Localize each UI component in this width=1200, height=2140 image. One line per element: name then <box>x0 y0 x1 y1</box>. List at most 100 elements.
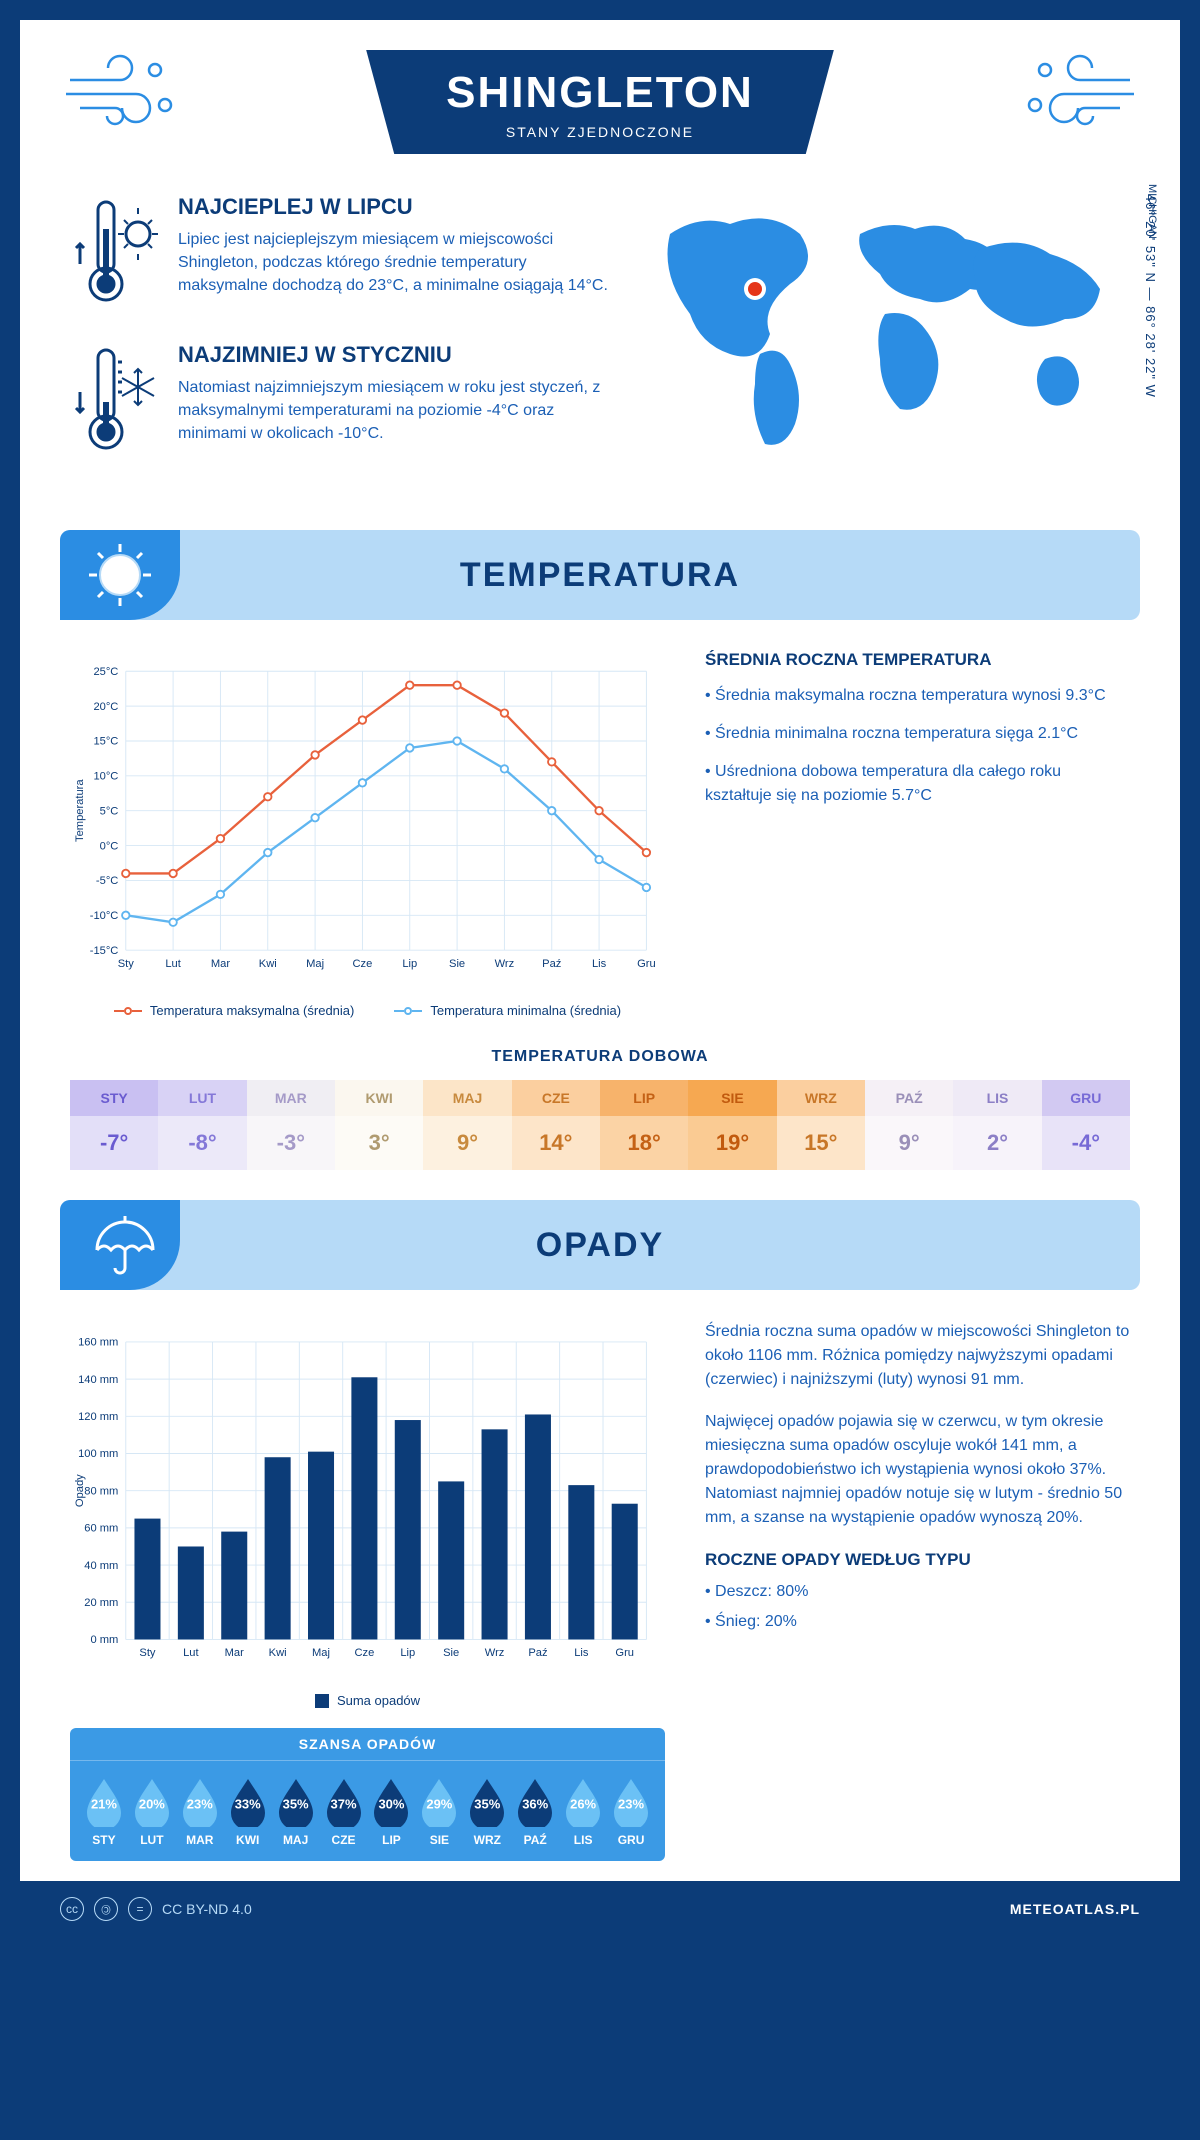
legend-item: Temperatura maksymalna (średnia) <box>114 1003 354 1018</box>
temp-bullet: • Średnia maksymalna roczna temperatura … <box>705 684 1130 708</box>
sun-icon <box>60 530 180 620</box>
svg-text:40 mm: 40 mm <box>84 1560 118 1572</box>
daily-temp-value: -3° <box>247 1116 335 1170</box>
svg-text:Sty: Sty <box>118 958 135 970</box>
daily-month-header: LIS <box>953 1080 1041 1116</box>
daily-temp-value: -8° <box>158 1116 246 1170</box>
daily-month-header: STY <box>70 1080 158 1116</box>
title-banner: SHINGLETON STANY ZJEDNOCZONE <box>366 50 834 154</box>
legend-item: Temperatura minimalna (średnia) <box>394 1003 621 1018</box>
daily-month-header: KWI <box>335 1080 423 1116</box>
chance-drop: 35% MAJ <box>272 1775 320 1847</box>
daily-month-header: LUT <box>158 1080 246 1116</box>
coldest-title: NAJZIMNIEJ W STYCZNIU <box>178 342 610 368</box>
coldest-text: Natomiast najzimniejszym miesiącem w rok… <box>178 376 610 446</box>
svg-text:Wrz: Wrz <box>495 958 515 970</box>
svg-text:Lut: Lut <box>183 1647 199 1659</box>
daily-temp-value: -4° <box>1042 1116 1130 1170</box>
warmest-block: NAJCIEPLEJ W LIPCU Lipiec jest najcieple… <box>70 194 610 314</box>
svg-text:Lis: Lis <box>592 958 607 970</box>
chance-drop: 37% CZE <box>320 1775 368 1847</box>
svg-text:Sie: Sie <box>443 1647 459 1659</box>
daily-temp-value: 9° <box>865 1116 953 1170</box>
svg-text:Paź: Paź <box>542 958 562 970</box>
precip-desc-2: Najwięcej opadów pojawia się w czerwcu, … <box>705 1410 1130 1530</box>
thermometer-hot-icon <box>70 194 160 314</box>
precip-type: • Śnieg: 20% <box>705 1610 1130 1634</box>
wind-icon-right <box>1020 50 1140 130</box>
svg-text:160 mm: 160 mm <box>78 1337 118 1349</box>
by-icon: 🄯 <box>94 1897 118 1921</box>
svg-text:0 mm: 0 mm <box>90 1634 118 1646</box>
svg-text:20 mm: 20 mm <box>84 1597 118 1609</box>
svg-text:Cze: Cze <box>353 958 373 970</box>
svg-text:0°C: 0°C <box>100 840 119 852</box>
svg-text:80 mm: 80 mm <box>84 1485 118 1497</box>
daily-temp-value: 14° <box>512 1116 600 1170</box>
daily-temp-value: 18° <box>600 1116 688 1170</box>
temperature-chart: -15°C-10°C-5°C0°C5°C10°C15°C20°C25°CStyL… <box>70 650 665 1018</box>
warmest-title: NAJCIEPLEJ W LIPCU <box>178 194 610 220</box>
chance-drop: 35% WRZ <box>463 1775 511 1847</box>
precip-type-title: ROCZNE OPADY WEDŁUG TYPU <box>705 1550 1130 1570</box>
daily-temp-value: 2° <box>953 1116 1041 1170</box>
svg-text:140 mm: 140 mm <box>78 1374 118 1386</box>
svg-text:20°C: 20°C <box>93 701 118 713</box>
daily-temp-title: TEMPERATURA DOBOWA <box>70 1048 1130 1066</box>
umbrella-icon <box>60 1200 180 1290</box>
svg-text:Kwi: Kwi <box>269 1647 287 1659</box>
coordinates: 46° 20' 53" N — 86° 28' 22" W <box>1143 194 1158 398</box>
chance-drop: 30% LIP <box>368 1775 416 1847</box>
svg-text:Kwi: Kwi <box>259 958 277 970</box>
daily-month-header: MAR <box>247 1080 335 1116</box>
precipitation-chance-panel: SZANSA OPADÓW 21% STY 20% LUT 23% MAR 33… <box>70 1728 665 1861</box>
intro-section: NAJCIEPLEJ W LIPCU Lipiec jest najcieple… <box>20 174 1180 520</box>
svg-text:-5°C: -5°C <box>96 875 118 887</box>
svg-text:Lip: Lip <box>402 958 417 970</box>
temperature-heading: TEMPERATURA <box>460 556 740 595</box>
precipitation-heading: OPADY <box>536 1226 664 1265</box>
chance-drop: 29% SIE <box>415 1775 463 1847</box>
chance-drop: 21% STY <box>80 1775 128 1847</box>
city-title: SHINGLETON <box>446 68 754 118</box>
precip-desc-1: Średnia roczna suma opadów w miejscowośc… <box>705 1320 1130 1392</box>
svg-text:120 mm: 120 mm <box>78 1411 118 1423</box>
daily-month-header: PAŹ <box>865 1080 953 1116</box>
thermometer-cold-icon <box>70 342 160 462</box>
svg-text:100 mm: 100 mm <box>78 1448 118 1460</box>
svg-text:-15°C: -15°C <box>90 945 119 957</box>
chance-drop: 26% LIS <box>559 1775 607 1847</box>
svg-text:Cze: Cze <box>354 1647 374 1659</box>
avg-temp-title: ŚREDNIA ROCZNA TEMPERATURA <box>705 650 1130 670</box>
license-text: CC BY-ND 4.0 <box>162 1901 252 1917</box>
world-map: MICHIGAN 46° 20' 53" N — 86° 28' 22" W <box>650 194 1130 490</box>
daily-temp-value: 19° <box>688 1116 776 1170</box>
svg-text:Opady: Opady <box>74 1474 86 1507</box>
svg-text:Lip: Lip <box>400 1647 415 1659</box>
bar-legend: Suma opadów <box>315 1693 420 1708</box>
svg-text:Paź: Paź <box>528 1647 548 1659</box>
svg-text:Sie: Sie <box>449 958 465 970</box>
nd-icon: = <box>128 1897 152 1921</box>
temperature-header: TEMPERATURA <box>60 530 1140 620</box>
svg-text:25°C: 25°C <box>93 666 118 678</box>
svg-text:Mar: Mar <box>211 958 230 970</box>
temp-bullet: • Uśredniona dobowa temperatura dla całe… <box>705 760 1130 808</box>
daily-temp-value: -7° <box>70 1116 158 1170</box>
precipitation-chart: 0 mm20 mm40 mm60 mm80 mm100 mm120 mm140 … <box>70 1320 665 1680</box>
daily-temp-value: 15° <box>777 1116 865 1170</box>
svg-text:Wrz: Wrz <box>485 1647 505 1659</box>
daily-month-header: GRU <box>1042 1080 1130 1116</box>
chance-drop: 20% LUT <box>128 1775 176 1847</box>
svg-text:Lis: Lis <box>574 1647 589 1659</box>
precipitation-header: OPADY <box>60 1200 1140 1290</box>
country-subtitle: STANY ZJEDNOCZONE <box>446 124 754 140</box>
svg-text:Maj: Maj <box>312 1647 330 1659</box>
temp-bullet: • Średnia minimalna roczna temperatura s… <box>705 722 1130 746</box>
precip-type: • Deszcz: 80% <box>705 1580 1130 1604</box>
daily-temperature-table: TEMPERATURA DOBOWA STYLUTMARKWIMAJCZELIP… <box>70 1048 1130 1170</box>
page: SHINGLETON STANY ZJEDNOCZONE <box>20 20 1180 1937</box>
daily-month-header: LIP <box>600 1080 688 1116</box>
svg-text:Lut: Lut <box>165 958 181 970</box>
wind-icon-left <box>60 50 180 130</box>
